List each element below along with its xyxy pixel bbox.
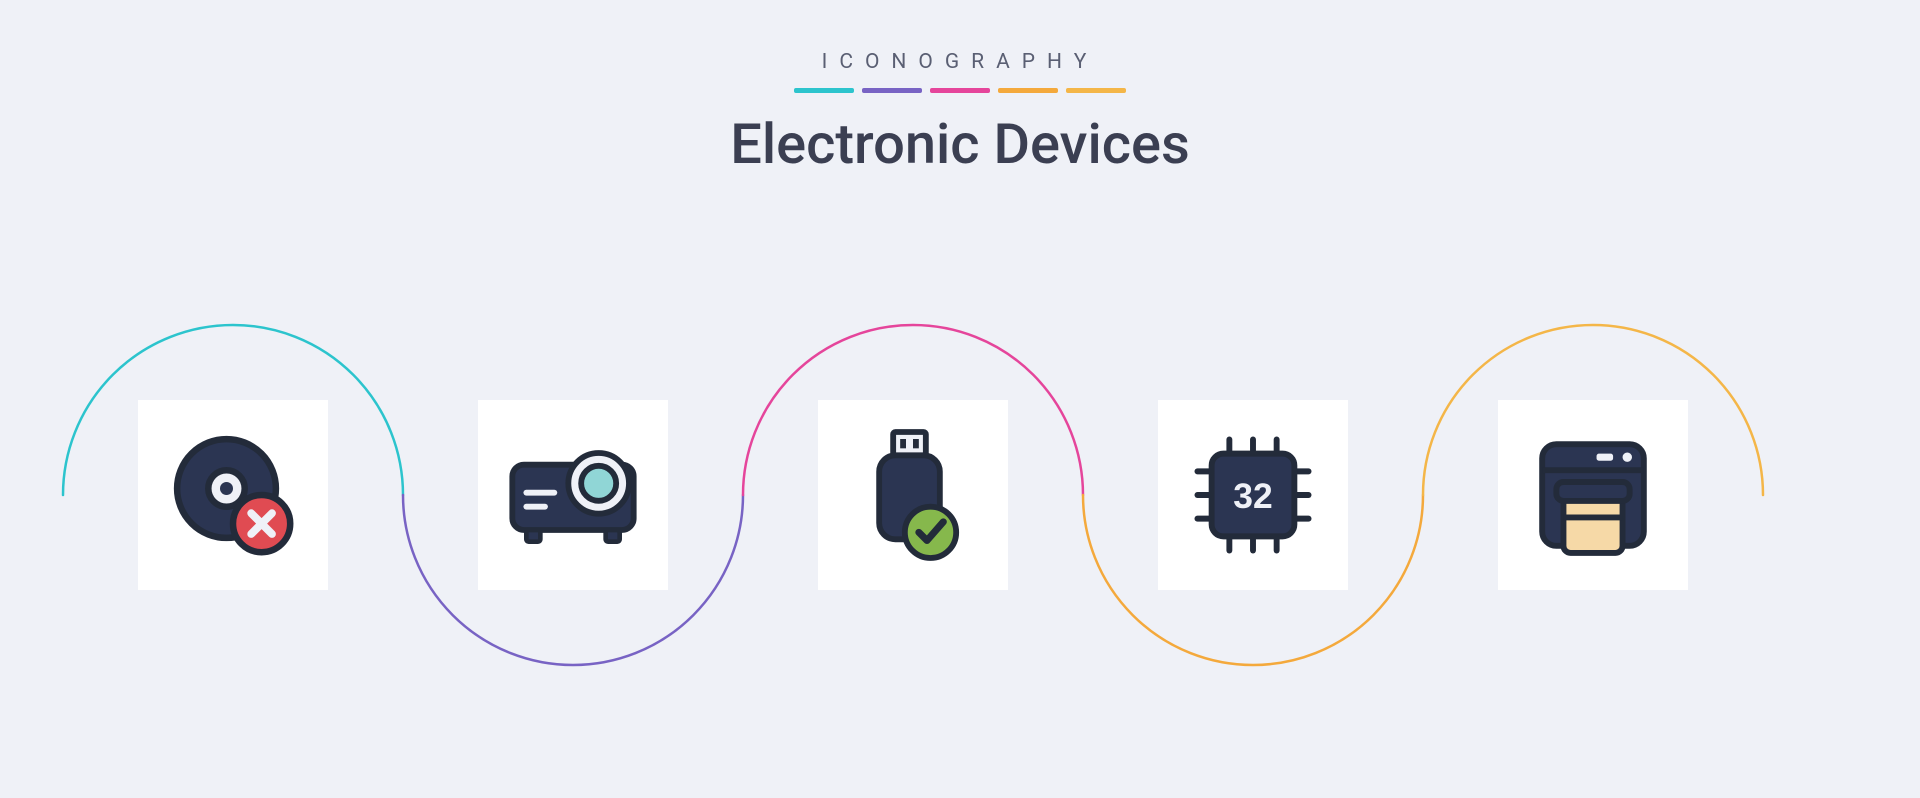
usb-ok-icon — [858, 425, 968, 565]
tile-usb-ok — [818, 400, 1008, 590]
underline-seg — [862, 88, 922, 93]
underline-seg — [930, 88, 990, 93]
underline-row — [0, 88, 1920, 93]
underline-seg — [1066, 88, 1126, 93]
header: ICONOGRAPHY Electronic Devices — [0, 0, 1920, 177]
tile-printer — [1498, 400, 1688, 590]
disc-remove-icon — [168, 430, 298, 560]
tile-projector — [478, 400, 668, 590]
chip-32-icon: 32 — [1188, 430, 1318, 560]
eyebrow: ICONOGRAPHY — [0, 50, 1920, 74]
printer-icon — [1528, 430, 1658, 560]
icon-row: 32 — [0, 400, 1920, 620]
underline-seg — [998, 88, 1058, 93]
svg-text:32: 32 — [1233, 476, 1272, 516]
page-title: Electronic Devices — [0, 111, 1920, 177]
underline-seg — [794, 88, 854, 93]
projector-icon — [503, 435, 643, 555]
tile-disc-remove — [138, 400, 328, 590]
tile-chip-32: 32 — [1158, 400, 1348, 590]
